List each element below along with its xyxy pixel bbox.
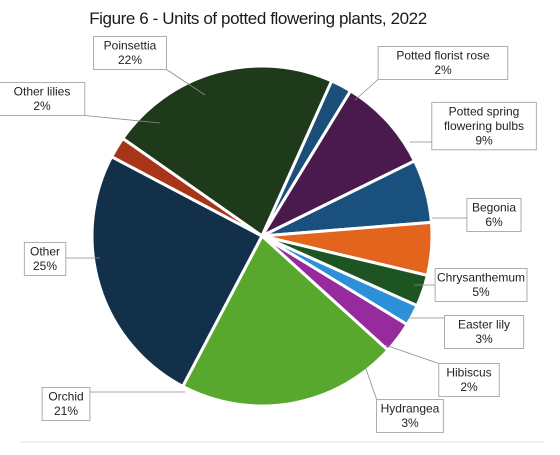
pie-slices — [90, 64, 434, 408]
pie-slice-orchid — [180, 233, 391, 408]
leader-line-potted-florist-rose — [354, 79, 379, 101]
slice-value-label: 25% — [33, 259, 57, 273]
slice-value-label: 2% — [434, 63, 452, 77]
slice-category-label: Potted spring — [449, 104, 520, 118]
pie-slice-other-lilies — [109, 136, 263, 238]
slice-value-label: 2% — [33, 99, 51, 113]
slice-value-label: 22% — [118, 53, 142, 67]
slice-category-label: flowering bulbs — [444, 119, 524, 133]
pie-slice-potted-spring-flowering-bulbs — [258, 88, 417, 240]
slice-value-label: 3% — [475, 332, 493, 346]
label-box — [23, 242, 67, 276]
label-box — [443, 315, 525, 349]
slice-value-label: 6% — [485, 215, 503, 229]
leader-line-poinsettia — [166, 69, 206, 96]
slice-value-label: 2% — [460, 380, 478, 394]
leader-line-hibiscus — [384, 344, 439, 364]
slice-value-label: 9% — [475, 133, 493, 147]
slice-category-label: Hibiscus — [446, 366, 491, 380]
leader-line-other-lilies — [84, 115, 161, 124]
slice-value-label: 3% — [401, 416, 419, 430]
label-box — [0, 82, 86, 116]
leader-line-hydrangea — [364, 365, 377, 400]
slice-category-label: Potted florist rose — [396, 49, 490, 63]
chart-title: Figure 6 - Units of potted flowering pla… — [89, 9, 427, 28]
slice-category-label: Chrysanthemum — [437, 271, 525, 285]
slice-category-label: Orchid — [48, 390, 83, 404]
slice-category-label: Other — [30, 245, 60, 259]
leader-lines — [65, 69, 467, 400]
slice-value-label: 21% — [54, 404, 78, 418]
label-box — [438, 363, 500, 397]
slice-value-label: 5% — [472, 285, 490, 299]
slice-category-label: Poinsettia — [104, 39, 157, 53]
label-box — [93, 36, 167, 70]
slice-category-label: Other lilies — [14, 85, 71, 99]
label-box — [431, 101, 537, 151]
pie-slice-poinsettia — [120, 64, 334, 239]
label-box — [466, 198, 522, 232]
slice-category-label: Begonia — [472, 201, 516, 215]
label-box — [377, 46, 509, 80]
slice-category-label: Easter lily — [458, 318, 510, 332]
label-box — [376, 399, 444, 433]
label-box — [41, 387, 91, 421]
label-box — [434, 268, 528, 302]
slice-category-label: Hydrangea — [381, 402, 440, 416]
